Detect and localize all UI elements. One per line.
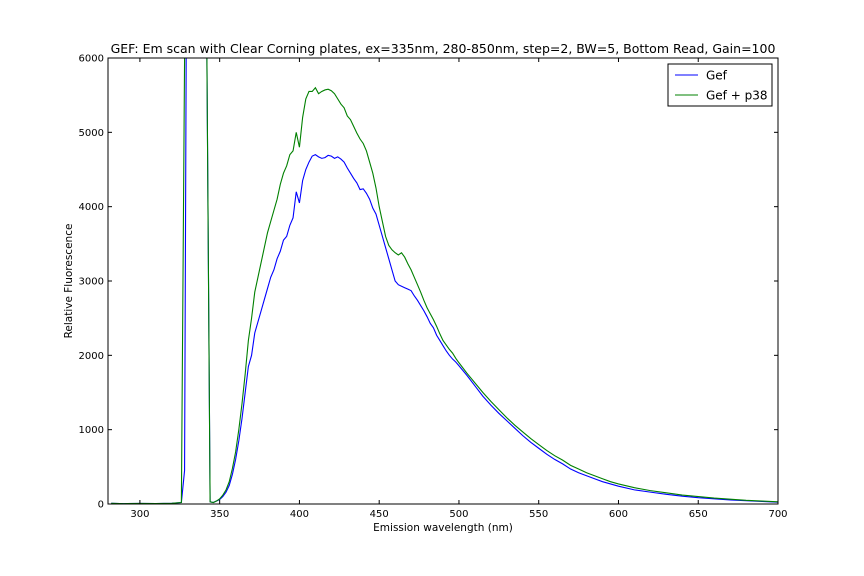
x-tick-label: 700 <box>768 509 787 520</box>
x-tick-label: 350 <box>210 509 229 520</box>
x-tick-label: 550 <box>529 509 548 520</box>
y-tick-label: 1000 <box>79 425 104 436</box>
y-tick-label: 5000 <box>79 128 104 139</box>
series-line-0 <box>111 58 778 504</box>
y-tick-label: 2000 <box>79 351 104 362</box>
series-line-1 <box>111 58 778 504</box>
x-tick-label: 300 <box>130 509 149 520</box>
x-axis-label: Emission wavelength (nm) <box>373 522 513 534</box>
y-axis-label: Relative Fluorescence <box>63 224 75 339</box>
x-tick-label: 650 <box>689 509 708 520</box>
y-tick-label: 3000 <box>79 277 104 288</box>
legend: Gef Gef + p38 <box>667 63 773 107</box>
x-tick-label: 600 <box>609 509 628 520</box>
plot-area <box>108 58 778 504</box>
y-axis: 0 1000 2000 3000 4000 5000 6000 <box>79 54 778 511</box>
x-tick-label: 400 <box>290 509 309 520</box>
series-layer <box>111 58 778 504</box>
y-tick-label: 6000 <box>79 54 104 65</box>
y-tick-label: 4000 <box>79 202 104 213</box>
legend-box <box>667 63 773 107</box>
y-tick-label: 0 <box>98 500 104 511</box>
x-tick-label: 450 <box>370 509 389 520</box>
chart-title: GEF: Em scan with Clear Corning plates, … <box>111 41 776 56</box>
legend-label-1: Gef + p38 <box>706 89 767 103</box>
x-axis: 300 350 400 450 500 550 600 650 700 <box>130 58 788 520</box>
x-tick-label: 500 <box>449 509 468 520</box>
legend-label-0: Gef <box>706 69 728 83</box>
